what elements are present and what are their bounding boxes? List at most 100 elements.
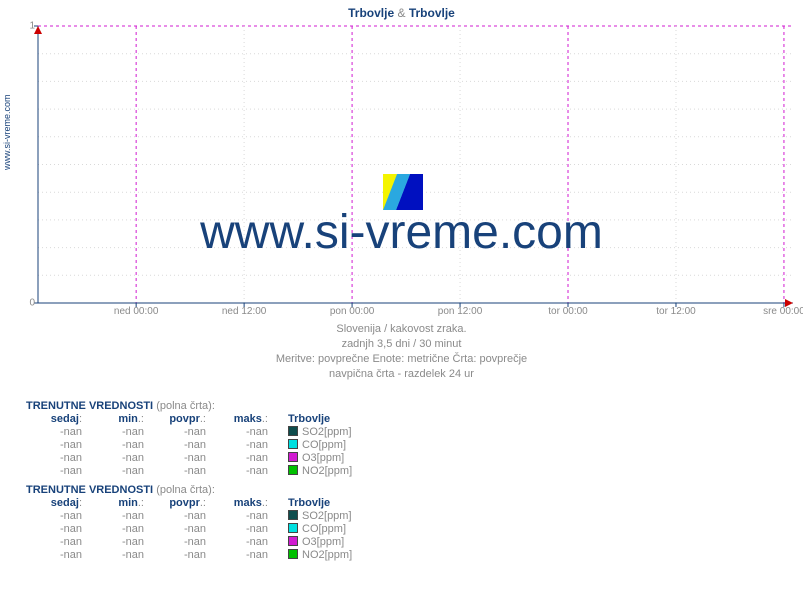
value-cell: -nan xyxy=(150,510,212,523)
value-cell: -nan xyxy=(212,452,274,465)
color-swatch-icon xyxy=(288,426,298,436)
color-swatch-icon xyxy=(288,465,298,475)
table-row: -nan-nan-nan-nanNO2[ppm] xyxy=(26,549,358,562)
color-swatch-icon xyxy=(288,452,298,462)
location-header: Trbovlje xyxy=(274,413,358,426)
series-name: SO2[ppm] xyxy=(302,510,352,522)
table-title: TRENUTNE VREDNOSTI (polna črta): xyxy=(26,400,358,412)
series-name: CO[ppm] xyxy=(302,523,346,535)
value-cell: -nan xyxy=(88,523,150,536)
series-label-cell: NO2[ppm] xyxy=(274,465,358,478)
chart-title: Trbovlje & Trbovlje xyxy=(0,6,803,20)
value-cell: -nan xyxy=(26,426,88,439)
color-swatch-icon xyxy=(288,523,298,533)
table-row: -nan-nan-nan-nanNO2[ppm] xyxy=(26,465,358,478)
table-row: -nan-nan-nan-nanO3[ppm] xyxy=(26,536,358,549)
value-cell: -nan xyxy=(150,549,212,562)
value-cell: -nan xyxy=(88,439,150,452)
col-header: min.: xyxy=(88,413,150,426)
series-name: SO2[ppm] xyxy=(302,426,352,438)
title-left: Trbovlje xyxy=(348,6,394,20)
value-cell: -nan xyxy=(212,439,274,452)
color-swatch-icon xyxy=(288,536,298,546)
value-cell: -nan xyxy=(88,452,150,465)
series-label-cell: SO2[ppm] xyxy=(274,426,358,439)
table-row: -nan-nan-nan-nanSO2[ppm] xyxy=(26,510,358,523)
x-tick-label: pon 00:00 xyxy=(330,306,375,317)
value-cell: -nan xyxy=(88,549,150,562)
series-name: O3[ppm] xyxy=(302,536,344,548)
series-label-cell: SO2[ppm] xyxy=(274,510,358,523)
value-cell: -nan xyxy=(26,439,88,452)
value-cell: -nan xyxy=(88,536,150,549)
col-header: povpr.: xyxy=(150,497,212,510)
series-label-cell: NO2[ppm] xyxy=(274,549,358,562)
value-cell: -nan xyxy=(26,549,88,562)
x-tick-label: pon 12:00 xyxy=(438,306,483,317)
value-cell: -nan xyxy=(212,426,274,439)
y-tick-label: 1 xyxy=(29,21,35,32)
table-title: TRENUTNE VREDNOSTI (polna črta): xyxy=(26,484,358,496)
value-cell: -nan xyxy=(150,439,212,452)
value-cell: -nan xyxy=(212,465,274,478)
color-swatch-icon xyxy=(288,510,298,520)
series-label-cell: CO[ppm] xyxy=(274,439,358,452)
value-cell: -nan xyxy=(150,523,212,536)
value-cell: -nan xyxy=(88,426,150,439)
series-label-cell: CO[ppm] xyxy=(274,523,358,536)
value-cell: -nan xyxy=(26,536,88,549)
col-header: maks.: xyxy=(212,413,274,426)
color-swatch-icon xyxy=(288,439,298,449)
value-cell: -nan xyxy=(26,523,88,536)
series-name: CO[ppm] xyxy=(302,439,346,451)
series-name: O3[ppm] xyxy=(302,452,344,464)
x-tick-label: ned 12:00 xyxy=(222,306,267,317)
table-row: -nan-nan-nan-nanCO[ppm] xyxy=(26,523,358,536)
value-cell: -nan xyxy=(26,465,88,478)
values-table: sedaj:min.:povpr.:maks.:Trbovlje-nan-nan… xyxy=(26,497,358,562)
col-header: maks.: xyxy=(212,497,274,510)
chart-plot-area xyxy=(38,26,793,303)
caption-line: Slovenija / kakovost zraka. xyxy=(0,322,803,337)
col-header: povpr.: xyxy=(150,413,212,426)
watermark-text: www.si-vreme.com xyxy=(0,205,803,260)
y-tick-label: 0 xyxy=(29,298,35,309)
value-cell: -nan xyxy=(150,426,212,439)
col-header: min.: xyxy=(88,497,150,510)
col-header: sedaj: xyxy=(26,413,88,426)
value-cell: -nan xyxy=(26,452,88,465)
caption-line: zadnjh 3,5 dni / 30 minut xyxy=(0,337,803,352)
col-header: sedaj: xyxy=(26,497,88,510)
x-tick-label: sre 00:00 xyxy=(763,306,803,317)
table-row: -nan-nan-nan-nanO3[ppm] xyxy=(26,452,358,465)
value-cell: -nan xyxy=(212,549,274,562)
x-tick-label: ned 00:00 xyxy=(114,306,159,317)
series-label-cell: O3[ppm] xyxy=(274,452,358,465)
caption-line: Meritve: povprečne Enote: metrične Črta:… xyxy=(0,352,803,367)
series-name: NO2[ppm] xyxy=(302,465,352,477)
location-header: Trbovlje xyxy=(274,497,358,510)
table-row: -nan-nan-nan-nanCO[ppm] xyxy=(26,439,358,452)
value-cell: -nan xyxy=(212,510,274,523)
side-url-label: www.si-vreme.com xyxy=(2,94,12,170)
value-cell: -nan xyxy=(26,510,88,523)
value-cell: -nan xyxy=(150,465,212,478)
value-cell: -nan xyxy=(88,465,150,478)
x-tick-label: tor 00:00 xyxy=(548,306,587,317)
table-row: -nan-nan-nan-nanSO2[ppm] xyxy=(26,426,358,439)
value-cell: -nan xyxy=(150,536,212,549)
x-axis-labels: ned 00:00 ned 12:00 pon 00:00 pon 12:00 tor … xyxy=(38,306,793,320)
value-cell: -nan xyxy=(212,536,274,549)
color-swatch-icon xyxy=(288,549,298,559)
value-cell: -nan xyxy=(212,523,274,536)
value-tables: TRENUTNE VREDNOSTI (polna črta):sedaj:mi… xyxy=(26,394,358,562)
title-amp: & xyxy=(397,6,405,20)
series-label-cell: O3[ppm] xyxy=(274,536,358,549)
title-right: Trbovlje xyxy=(409,6,455,20)
x-tick-label: tor 12:00 xyxy=(656,306,695,317)
values-table: sedaj:min.:povpr.:maks.:Trbovlje-nan-nan… xyxy=(26,413,358,478)
value-cell: -nan xyxy=(88,510,150,523)
value-cell: -nan xyxy=(150,452,212,465)
series-name: NO2[ppm] xyxy=(302,549,352,561)
caption-line: navpična črta - razdelek 24 ur xyxy=(0,367,803,382)
